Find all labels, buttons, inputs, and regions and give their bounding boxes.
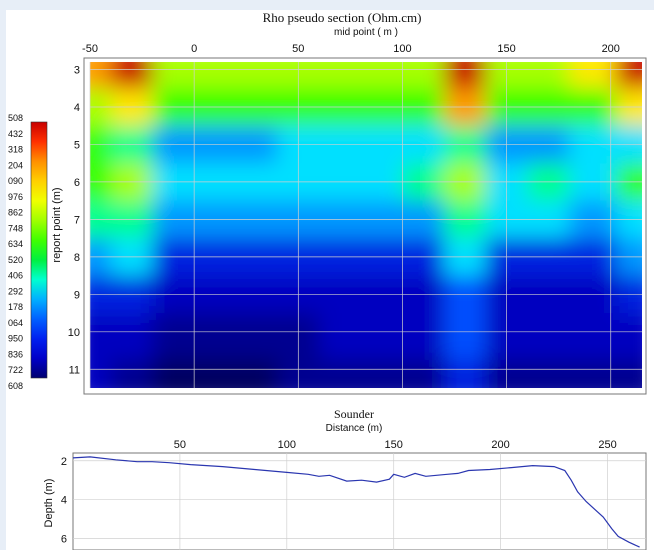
colorbar-tick-label: 976	[8, 192, 23, 202]
sounder-depth-line	[72, 456, 640, 548]
heatmap-y-tick-label: 11	[69, 364, 80, 376]
heatmap-x-tick-label: -50	[82, 43, 98, 55]
pseudo-section-title: Rho pseudo section (Ohm.cm)	[263, 10, 422, 25]
heatmap-cell	[360, 359, 403, 388]
heatmap-cell	[444, 359, 487, 388]
heatmap-y-ticks: 3 4 5 6 7 8 9 10 11	[68, 64, 80, 376]
heatmap-x-tick-label: 150	[497, 43, 515, 55]
pseudo-section-ylabel: report point (m)	[51, 187, 63, 262]
colorbar-tick-label: 064	[8, 318, 23, 328]
heatmap-cell	[527, 359, 570, 388]
heatmap-cell	[360, 62, 403, 89]
colorbar-tick-label: 204	[8, 160, 23, 170]
heatmap-cell	[152, 359, 195, 388]
heatmap-cell	[615, 62, 642, 89]
colorbar-tick-label: 520	[8, 255, 23, 265]
heatmap-cell	[615, 313, 642, 361]
heatmap-grid	[89, 62, 642, 388]
colorbar-tick-label: 634	[8, 239, 23, 249]
colorbar-tick-label: 608	[8, 381, 23, 391]
heatmap-cell	[527, 313, 570, 361]
heatmap-y-tick-label: 9	[74, 289, 80, 301]
heatmap-cells	[90, 62, 642, 388]
pseudo-section-xlabel: mid point ( m )	[334, 27, 398, 38]
heatmap-y-tick-label: 3	[74, 64, 80, 76]
sounder-grid	[73, 453, 646, 550]
heatmap-x-tick-label: 0	[191, 43, 197, 55]
heatmap-cell	[402, 359, 445, 388]
heatmap-y-tick-label: 10	[68, 327, 80, 339]
colorbar-tick-label: 090	[8, 176, 23, 186]
colorbar-tick-label: 836	[8, 349, 23, 359]
heatmap-cell	[90, 359, 112, 388]
heatmap-x-ticks: -50 0 50 100 150 200	[82, 43, 620, 55]
sounder-ylabel: Depth (m)	[43, 479, 55, 528]
colorbar-tick-label: 748	[8, 223, 23, 233]
heatmap-cell	[402, 313, 445, 361]
sounder-x-tick-label: 250	[598, 439, 616, 451]
sounder-x-tick-label: 50	[174, 439, 186, 451]
colorbar	[30, 121, 48, 379]
heatmap-cell	[402, 62, 445, 89]
sounder-x-tick-label: 200	[491, 439, 509, 451]
colorbar-tick-label: 292	[8, 286, 23, 296]
heatmap-cell	[319, 62, 362, 89]
sounder-chart: Sounder Distance (m) 50 100 150 200 250 246 …	[43, 407, 647, 550]
sounder-y-ticks: 2 4 6	[61, 456, 67, 546]
colorbar-tick-label: 406	[8, 271, 23, 281]
heatmap-y-tick-label: 4	[74, 102, 80, 114]
pseudo-section-chart: Rho pseudo section (Ohm.cm) mid point ( …	[8, 10, 647, 395]
sounder-xlabel: Distance (m)	[326, 423, 383, 434]
heatmap-cell	[152, 62, 195, 89]
colorbar-tick-label: 722	[8, 365, 23, 375]
heatmap-cell	[569, 313, 617, 361]
colorbar-tick-label: 178	[8, 302, 23, 312]
heatmap-y-tick-label: 7	[74, 214, 80, 226]
heatmap-cell	[527, 62, 570, 89]
heatmap-cell	[235, 359, 278, 388]
heatmap-y-tick-label: 6	[74, 177, 80, 189]
heatmap-cell	[235, 313, 278, 361]
heatmap-cell	[615, 359, 642, 388]
sounder-plot-frame	[72, 452, 647, 550]
sounder-x-ticks: 50 100 150 200 250	[174, 439, 617, 451]
colorbar-tick-label: 508	[8, 113, 23, 123]
heatmap-cell	[152, 313, 195, 361]
colorbar-tick-label: 432	[8, 129, 23, 139]
heatmap-y-tick-label: 5	[74, 139, 80, 151]
heatmap-cell	[319, 359, 362, 388]
heatmap-cell	[444, 62, 487, 89]
heatmap-cell	[110, 359, 153, 388]
sounder-y-tick-label: 2	[61, 456, 67, 468]
sounder-y-tick-label: 6	[61, 533, 67, 545]
heatmap-cell	[110, 313, 153, 361]
heatmap-cell	[319, 313, 362, 361]
sounder-x-tick-label: 150	[385, 439, 403, 451]
heatmap-cell	[235, 62, 278, 89]
sounder-x-tick-label: 100	[278, 439, 296, 451]
heatmap-cell	[569, 359, 617, 388]
heatmap-cell	[360, 313, 403, 361]
heatmap-cell	[569, 62, 617, 89]
colorbar-tick-label: 318	[8, 145, 23, 155]
heatmap-x-tick-label: 50	[292, 43, 304, 55]
heatmap-x-tick-label: 100	[393, 43, 411, 55]
heatmap-cell	[194, 359, 237, 388]
heatmap-y-tick-label: 8	[74, 252, 80, 264]
sounder-title: Sounder	[334, 407, 374, 421]
heatmap-cell	[194, 313, 237, 361]
heatmap-cell	[444, 313, 487, 361]
colorbar-tick-label: 950	[8, 334, 23, 344]
heatmap-cell	[90, 313, 112, 361]
sounder-y-tick-label: 4	[61, 495, 67, 507]
colorbar-tick-label: 862	[8, 208, 23, 218]
heatmap-x-tick-label: 200	[602, 43, 620, 55]
colorbar-ticks: 508 432 318 204 090 976 862 748 634 520 406 292 178 0…	[8, 113, 23, 391]
heatmap-cell	[194, 62, 237, 89]
heatmap-cell	[90, 62, 112, 89]
heatmap-cell	[110, 62, 153, 89]
